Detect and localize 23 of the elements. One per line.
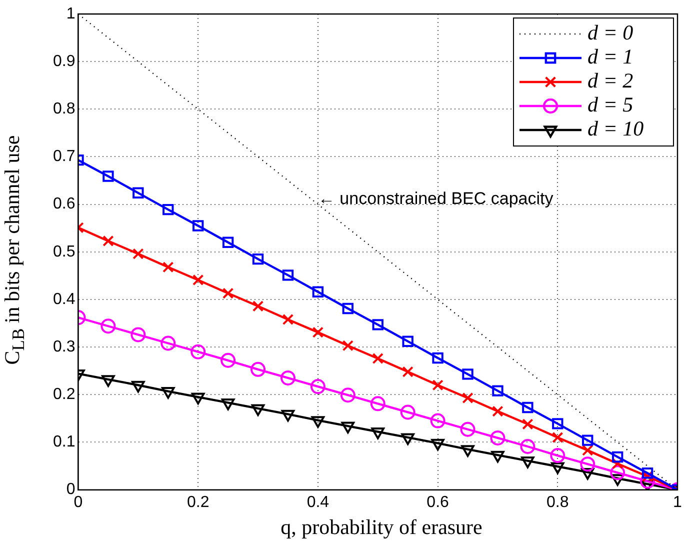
x-tick-label: 0.4 [306,494,330,511]
x-axis-title: q, probability of erasure [280,515,484,540]
x-tick-label: 0.8 [546,494,569,511]
legend-label: d = 2 [588,68,634,93]
y-tick-label: 0.8 [52,100,76,118]
y-tick-label: 0.7 [52,148,76,166]
legend-label: d = 5 [588,92,634,117]
y-tick-label: 0.6 [52,196,76,213]
legend-label: d = 1 [588,44,634,69]
y-tick-label: 0.1 [52,434,76,451]
legend-label: d = 0 [588,20,634,45]
y-tick-label: 0 [66,481,76,498]
y-tick-label: 0.4 [52,290,76,308]
y-tick-label: 0.5 [52,243,76,260]
y-tick-label: 0.9 [52,52,76,70]
x-tick-label: 1 [673,494,682,511]
x-tick-label: 0.6 [426,494,450,511]
legend-label: d = 10 [588,116,644,141]
y-tick-label: 0.3 [52,338,76,356]
y-tick-label: 1 [66,5,76,22]
y-tick-label: 0.2 [52,386,76,404]
x-tick-label: 0.2 [186,494,210,511]
annotation: ← unconstrained BEC capacity [318,189,554,208]
